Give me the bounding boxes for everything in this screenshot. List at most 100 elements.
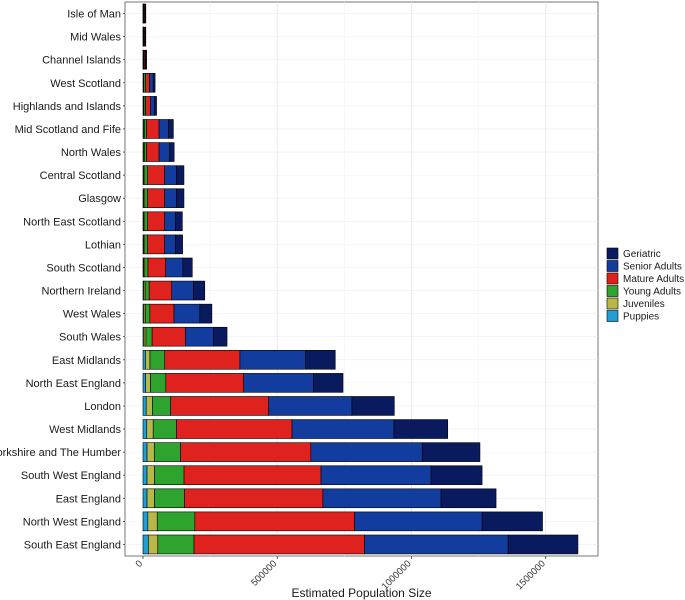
bar-young-adults xyxy=(144,257,149,278)
bar-young-adults xyxy=(144,165,148,185)
bar-geriatric xyxy=(144,3,147,24)
category-label: Isle of Man xyxy=(67,9,121,21)
bar-senior-adults xyxy=(239,350,307,370)
bar-geriatric xyxy=(507,534,579,555)
legend-label: Geriatric xyxy=(623,249,661,260)
bar-young-adults xyxy=(144,280,150,301)
category-label: Northern Ireland xyxy=(42,286,122,298)
bar-young-adults xyxy=(145,326,153,347)
category-label: Glasgow xyxy=(78,193,121,205)
legend-swatch xyxy=(606,247,619,260)
bar-juveniles xyxy=(145,350,151,370)
bar-senior-adults xyxy=(185,326,214,347)
category-label: North East England xyxy=(26,378,121,390)
bar-mature-adults xyxy=(145,96,151,116)
bar-puppies xyxy=(142,442,148,462)
bar-geriatric xyxy=(182,257,193,278)
bar-mature-adults xyxy=(165,373,244,393)
legend-label: Senior Adults xyxy=(623,262,682,273)
bar-mature-adults xyxy=(147,165,165,185)
bar-geriatric xyxy=(481,511,543,532)
x-tick-label: 500000 xyxy=(249,558,279,588)
bar-geriatric xyxy=(430,465,483,485)
bar-geriatric xyxy=(351,396,395,416)
bar-young-adults xyxy=(153,442,181,462)
bar-mature-adults xyxy=(176,419,293,439)
legend-swatch xyxy=(606,297,619,310)
bar-puppies xyxy=(142,465,148,485)
bar-juveniles xyxy=(146,419,154,439)
bar-mature-adults xyxy=(180,442,312,462)
bar-geriatric xyxy=(152,73,156,93)
bar-geriatric xyxy=(154,96,157,116)
bar-mature-adults xyxy=(194,511,355,532)
bar-young-adults xyxy=(144,142,147,162)
bar-senior-adults xyxy=(158,142,170,162)
category-label: North West England xyxy=(23,516,121,528)
bar-mature-adults xyxy=(146,142,160,162)
category-label: West Wales xyxy=(63,309,122,321)
legend-swatch xyxy=(606,310,619,322)
category-label: Channel Islands xyxy=(42,55,121,67)
category-label: Mid Wales xyxy=(70,32,121,44)
bar-puppies xyxy=(142,373,146,393)
bar-senior-adults xyxy=(150,96,155,116)
bar-geriatric xyxy=(440,488,497,509)
bar-young-adults xyxy=(154,488,185,509)
category-label: Yorkshire and The Humber xyxy=(0,447,121,459)
bar-juveniles xyxy=(146,442,155,462)
bar-senior-adults xyxy=(268,396,353,416)
bar-mature-adults xyxy=(193,534,365,555)
bar-juveniles xyxy=(146,465,155,485)
bar-young-adults xyxy=(150,373,167,393)
bar-juveniles xyxy=(145,396,153,416)
bar-mature-adults xyxy=(148,280,173,301)
category-label: North East Scotland xyxy=(23,216,121,228)
bar-geriatric xyxy=(193,280,206,301)
bar-mature-adults xyxy=(149,303,175,324)
bar-young-adults xyxy=(144,188,148,208)
bar-senior-adults xyxy=(158,119,169,139)
bar-young-adults xyxy=(152,396,171,416)
bars-group xyxy=(142,3,579,555)
bar-juveniles xyxy=(147,511,158,532)
category-label: Mid Scotland and Fife xyxy=(15,124,121,136)
bar-juveniles xyxy=(145,373,151,393)
bar-senior-adults xyxy=(320,465,432,485)
bar-young-adults xyxy=(154,465,185,485)
legend-swatch xyxy=(606,260,619,272)
bar-young-adults xyxy=(157,534,195,555)
bar-geriatric xyxy=(176,165,185,185)
bar-mature-adults xyxy=(146,119,160,139)
bar-senior-adults xyxy=(171,280,194,301)
bar-geriatric xyxy=(175,211,183,232)
bar-puppies xyxy=(142,396,147,416)
legend-label: Mature Adults xyxy=(623,274,684,285)
bar-puppies xyxy=(142,534,149,555)
bar-geriatric xyxy=(168,119,174,139)
bar-senior-adults xyxy=(164,211,176,232)
bar-young-adults xyxy=(144,234,148,255)
bar-juveniles xyxy=(146,488,155,509)
bar-mature-adults xyxy=(147,188,165,208)
category-label: South Scotland xyxy=(46,262,121,274)
bar-young-adults xyxy=(152,419,177,439)
plot-frame xyxy=(124,1,599,557)
bar-senior-adults xyxy=(164,188,177,208)
category-label: South West England xyxy=(21,470,121,482)
x-tick-label: 0 xyxy=(134,558,146,570)
legend-swatch xyxy=(606,272,619,285)
bar-mature-adults xyxy=(184,488,324,509)
category-label: Lothian xyxy=(85,239,121,251)
bar-puppies xyxy=(142,488,148,509)
legend-label: Juveniles xyxy=(623,299,665,310)
bar-geriatric xyxy=(176,188,185,208)
bar-geriatric xyxy=(144,26,147,47)
bar-geriatric xyxy=(305,350,336,370)
bar-mature-adults xyxy=(151,326,186,347)
bar-puppies xyxy=(142,419,148,439)
bar-young-adults xyxy=(149,350,166,370)
bar-young-adults xyxy=(144,119,147,139)
